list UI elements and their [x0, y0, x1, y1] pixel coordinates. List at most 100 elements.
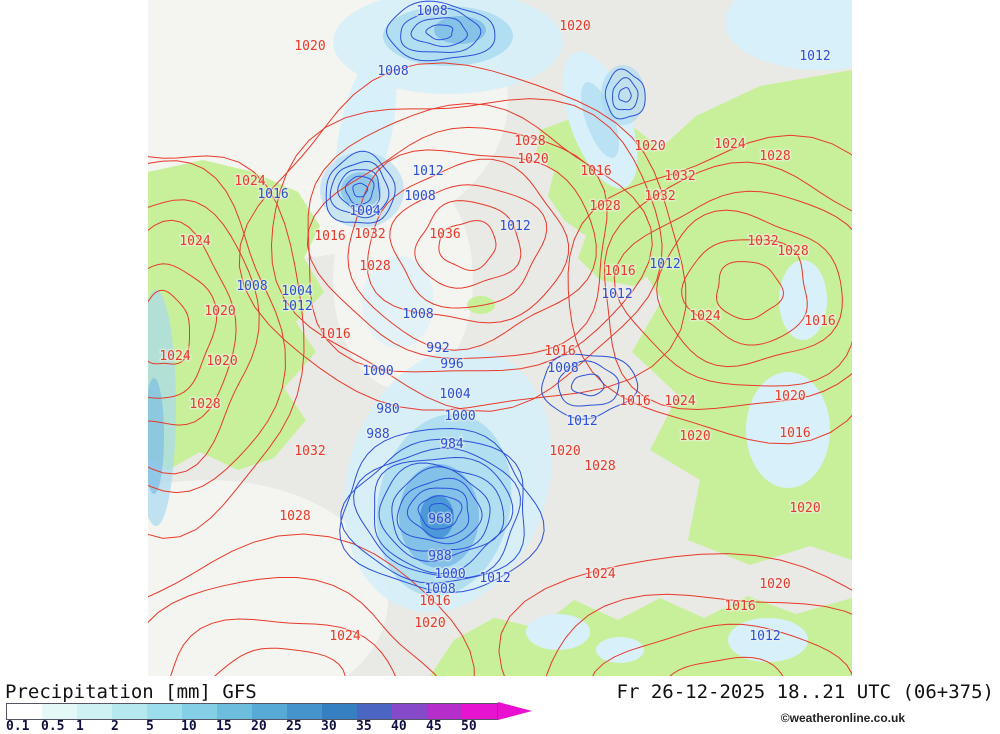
pressure-label: 1024: [159, 349, 190, 364]
pressure-label: 1012: [479, 571, 510, 586]
pressure-label: 1008: [377, 64, 408, 79]
legend-tick-label: 15: [216, 719, 232, 734]
precipitation-area: [746, 372, 830, 488]
pressure-label: 1020: [204, 304, 235, 319]
copyright-link[interactable]: ©weatheronline.co.uk: [780, 711, 905, 725]
isobar-contour-blue: [425, 24, 454, 41]
pressure-label: 996: [440, 357, 463, 372]
precipitation-area: [728, 618, 808, 662]
pressure-label: 968: [428, 512, 451, 527]
isobar-contour-blue: [541, 353, 639, 420]
pressure-label: 1012: [412, 164, 443, 179]
precipitation-area: [148, 378, 164, 494]
isobar-contour-blue: [344, 175, 375, 206]
pressure-label: 1012: [601, 287, 632, 302]
pressure-label: 1016: [419, 594, 450, 609]
isobar-contour-red: [347, 149, 597, 351]
land-region: [148, 160, 324, 470]
legend-tick-label: 5: [146, 719, 154, 734]
map-svg: 1020 1020 1024 1024 1024 1020 1028 1032 1028 1024…: [148, 0, 852, 676]
pressure-label: 1028: [279, 509, 310, 524]
pressure-label: 1016: [319, 327, 350, 342]
pressure-label: 1020: [759, 577, 790, 592]
pressure-label: 1008: [424, 582, 455, 597]
isobar-contour-blue: [385, 0, 496, 62]
isobar-contour-blue: [396, 477, 483, 545]
weather-map: 1020 1020 1024 1024 1024 1020 1028 1032 1028 1024…: [148, 0, 852, 676]
legend-tick-label: 40: [391, 719, 407, 734]
pressure-label: 1016: [779, 426, 810, 441]
pressure-label: 1016: [580, 164, 611, 179]
pressure-label: 1036: [429, 227, 460, 242]
isobar-contour-red: [306, 126, 608, 359]
legend-color-segment: [77, 704, 112, 719]
isobar-contour-red: [148, 533, 475, 676]
pressure-label: 980: [376, 402, 399, 417]
precipitation-area: [434, 16, 486, 44]
isobar-contour-red: [603, 161, 852, 411]
pressure-label: 992: [426, 341, 449, 356]
pressure-label: 1016: [619, 394, 650, 409]
pressure-label: 1028: [584, 459, 615, 474]
pressure-label: 1024: [179, 234, 210, 249]
pressure-label: 1012: [499, 219, 530, 234]
pressure-labels-layer: 1020 1020 1024 1024 1024 1020 1028 1032 1028 1024…: [158, 3, 837, 646]
pressure-label: 1020: [679, 429, 710, 444]
pressure-label: 1024: [584, 567, 615, 582]
isobar-contour-red: [148, 199, 260, 475]
isobar-contour-blue: [353, 447, 521, 579]
isobar-contour-red: [148, 263, 218, 399]
isobar-contour-red: [148, 577, 437, 676]
legend-color-segment: [287, 704, 322, 719]
pressure-label: 1028: [359, 259, 390, 274]
pressure-label: 1012: [566, 414, 597, 429]
legend-color-segment: [147, 704, 182, 719]
map-title: Precipitation [mm] GFS: [5, 681, 257, 703]
pressure-label: 1024: [234, 174, 265, 189]
pressure-label: 1024: [714, 137, 745, 152]
legend-tick-label: 0.1: [6, 719, 30, 734]
isobar-contour-blue: [352, 182, 369, 198]
legend-color-segment: [357, 704, 392, 719]
isobar-contour-red: [307, 102, 653, 373]
legend-tick-label: 25: [286, 719, 302, 734]
isobar-contour-blue: [570, 373, 605, 397]
legend-tick-label: 50: [461, 719, 477, 734]
legend-color-segment: [392, 704, 427, 719]
isobar-contour-blue: [340, 438, 525, 584]
precipitation-area: [601, 65, 645, 125]
isobar-contour-red: [567, 134, 852, 445]
pressure-label: 1004: [439, 387, 470, 402]
pressure-label: 1004: [281, 284, 312, 299]
isobar-contour-blue: [406, 487, 470, 539]
pressure-label: 1000: [362, 364, 393, 379]
unit-label: [mm]: [165, 681, 211, 703]
pressure-label: 1020: [559, 19, 590, 34]
isobar-contour-red: [148, 160, 286, 494]
isobar-contour-blue: [373, 456, 514, 575]
pressure-label: 1016: [604, 264, 635, 279]
pressure-label: 1016: [724, 599, 755, 614]
legend-tick-label: 10: [181, 719, 197, 734]
pressure-label: 1008: [404, 189, 435, 204]
pressure-label: 1012: [281, 299, 312, 314]
isobar-contour-red: [613, 190, 852, 387]
legend-color-segment: [217, 704, 252, 719]
precipitation-area: [725, 0, 852, 70]
parameter-label: Precipitation: [5, 681, 154, 703]
precipitation-area: [362, 256, 434, 348]
isobar-contour-blue: [612, 77, 639, 111]
pressure-label: 1012: [749, 629, 780, 644]
pressure-label: 1032: [747, 234, 778, 249]
pressure-label: 1024: [329, 629, 360, 644]
isobar-contour-blue: [378, 462, 505, 562]
precipitation-area: [779, 260, 827, 340]
legend-tick-label: 30: [321, 719, 337, 734]
precipitation-color-scale: [6, 703, 498, 720]
model-label: GFS: [222, 681, 257, 703]
isobar-contour-blue: [329, 160, 390, 219]
pressure-label: 1028: [189, 397, 220, 412]
isobar-contour-blue: [604, 68, 646, 120]
legend-color-segment: [462, 704, 497, 719]
legend-color-segment: [7, 704, 42, 719]
